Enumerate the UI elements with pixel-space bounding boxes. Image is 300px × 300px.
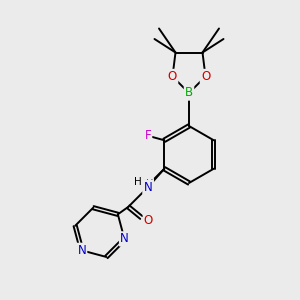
Text: N: N bbox=[143, 181, 152, 194]
Text: F: F bbox=[145, 129, 151, 142]
Text: N: N bbox=[77, 244, 86, 257]
Text: O: O bbox=[168, 70, 177, 83]
Text: O: O bbox=[201, 70, 210, 83]
Text: H: H bbox=[146, 179, 153, 189]
Text: H: H bbox=[134, 177, 142, 187]
Text: N: N bbox=[120, 232, 129, 245]
Text: O: O bbox=[144, 214, 153, 227]
Text: B: B bbox=[185, 86, 193, 100]
